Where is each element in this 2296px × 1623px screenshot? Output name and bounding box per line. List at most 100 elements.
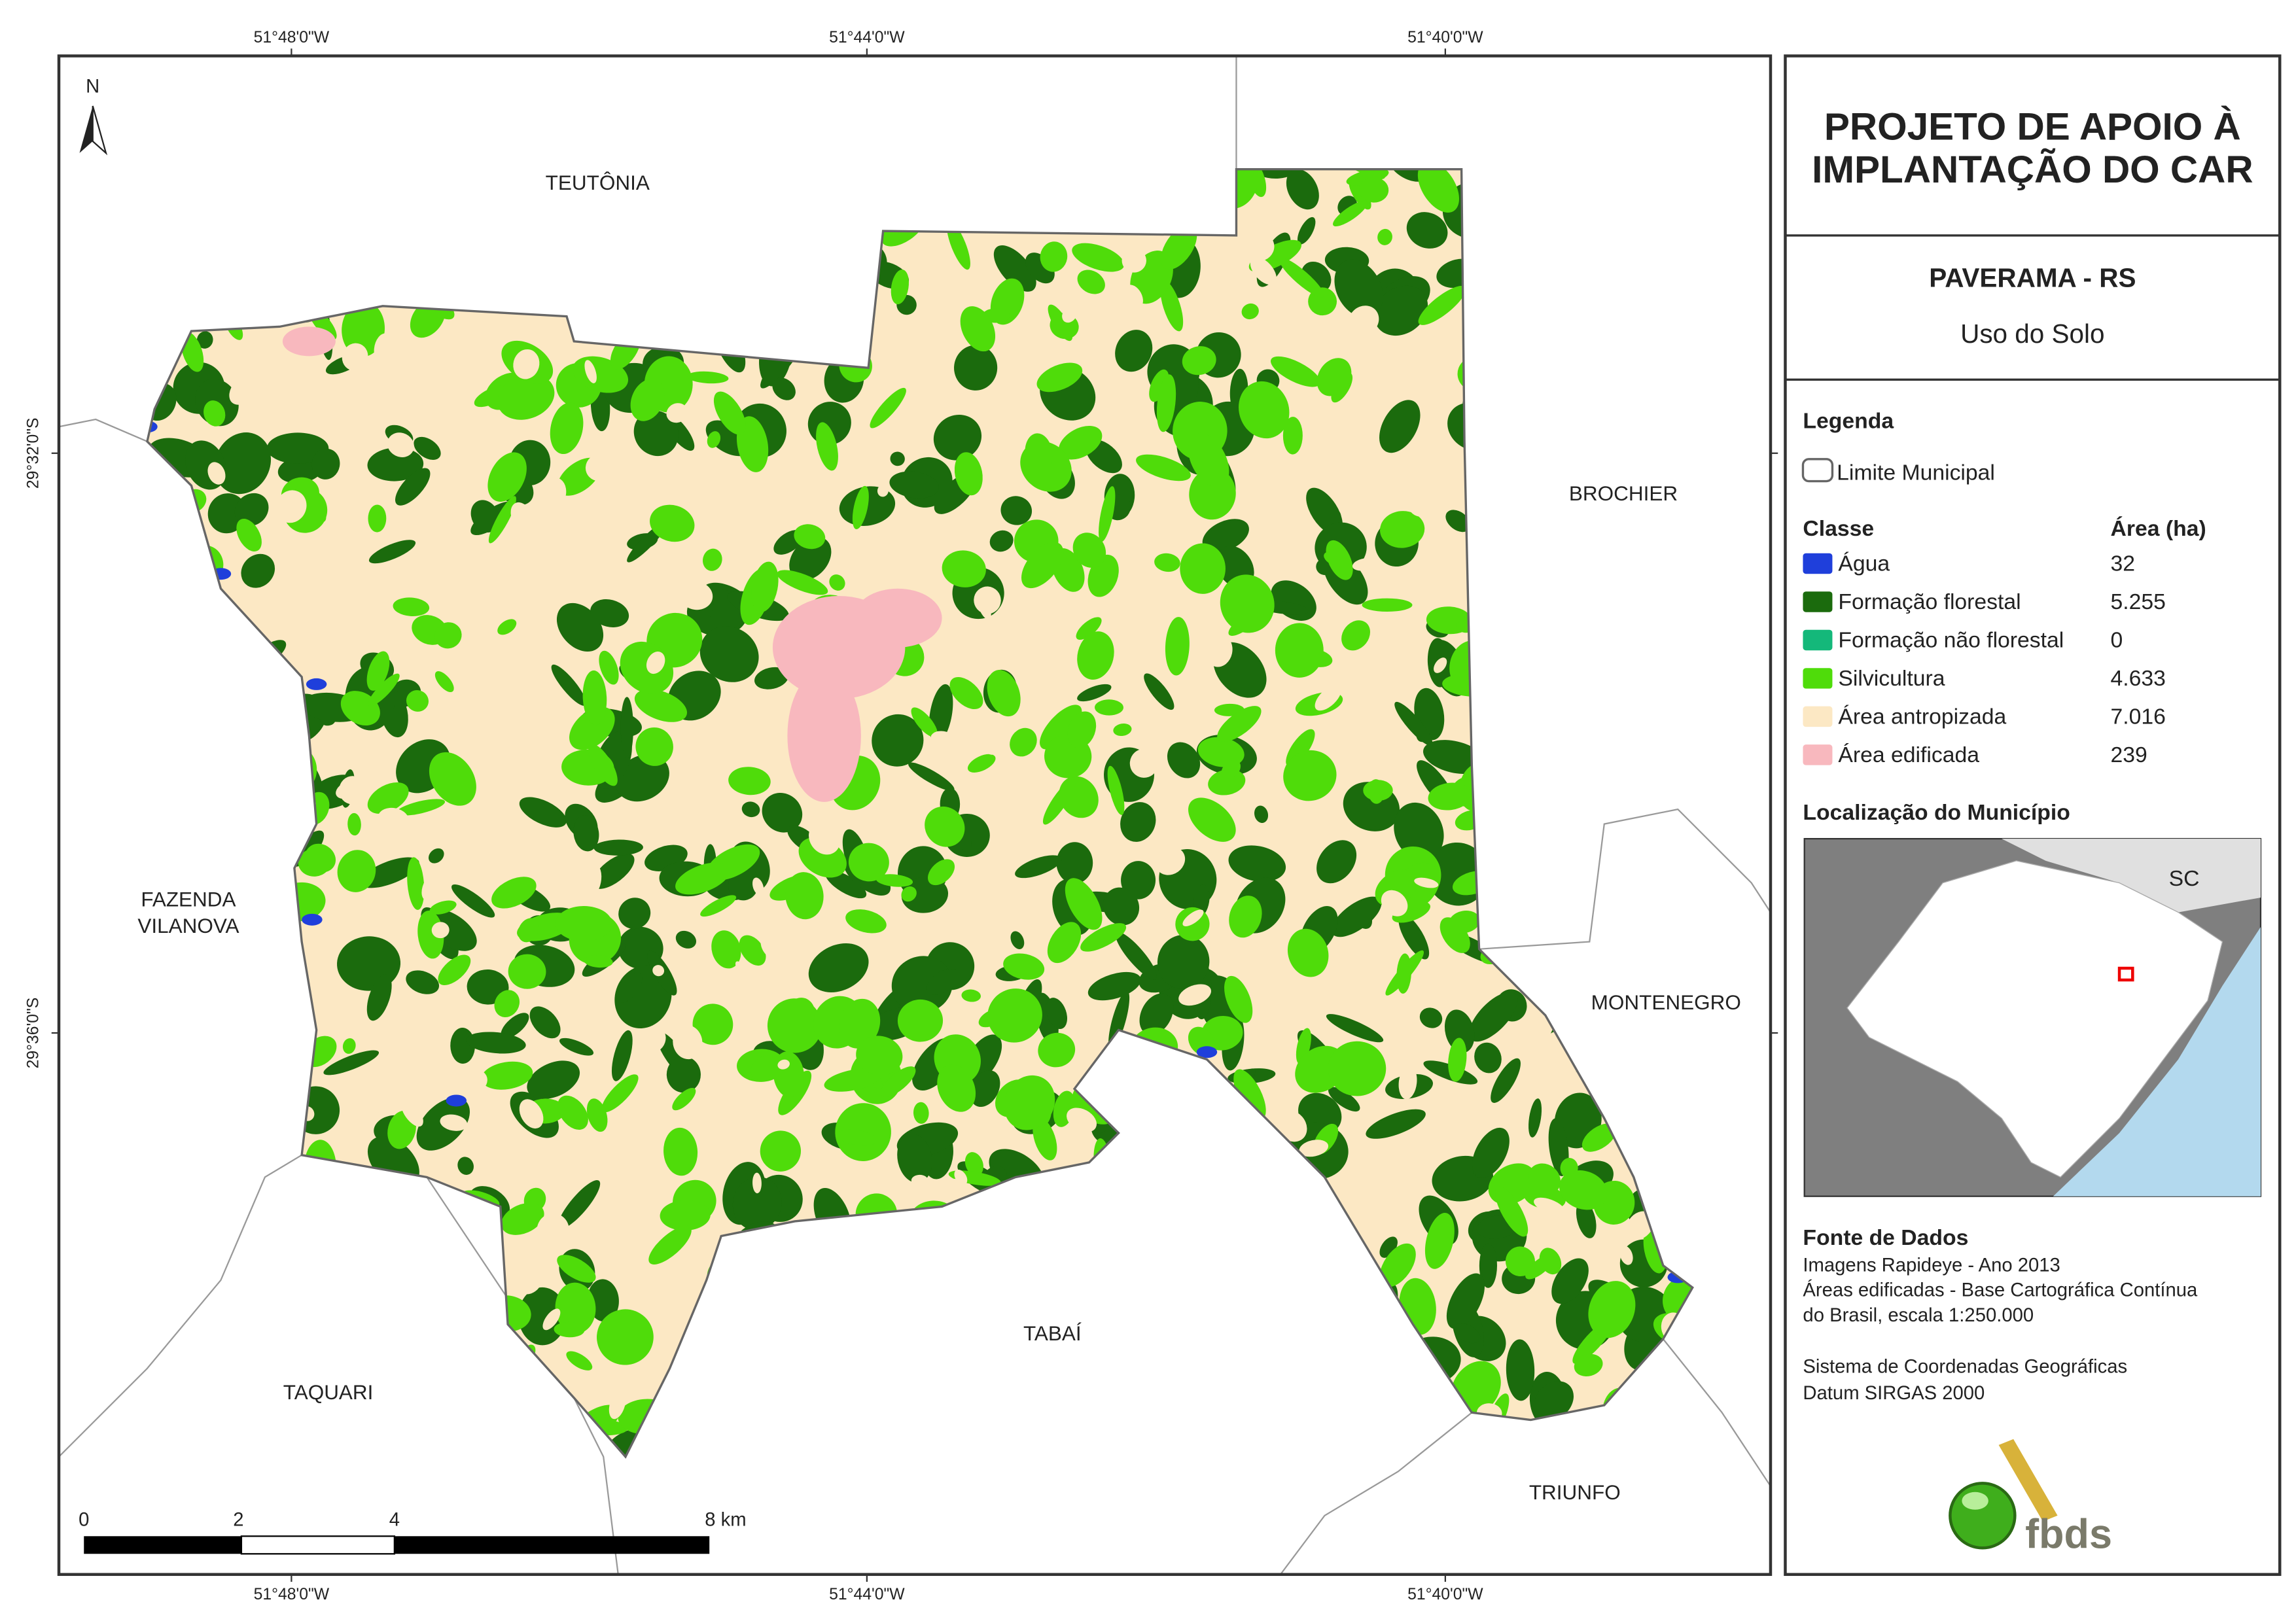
inset-ocean [2053,927,2261,1196]
place-label: BROCHIER [1569,481,1678,505]
land-use-patch [592,853,635,889]
land-use-patch [1139,714,1167,746]
land-use-patch [573,815,599,852]
land-use-patch [350,428,369,457]
inset-state [1846,860,2223,1178]
land-use-patch [395,468,431,506]
land-use-patch [1167,742,1201,778]
land-use-patch [741,801,760,818]
water-body [446,1094,467,1107]
legend-class: Formação não florestal [1838,628,2064,653]
land-use-patch [1491,1058,1521,1103]
land-use-patch [584,360,597,383]
land-use-patch [1428,782,1472,811]
land-use-patch [677,789,697,801]
land-use-patch [429,752,476,806]
urban-area [282,326,336,357]
legend-swatch [1803,591,1833,612]
land-use-patch [1221,759,1241,779]
boundary-line [59,1154,302,1457]
land-use-patch [1453,1323,1481,1344]
land-use-patch [466,1032,526,1054]
land-use-patch [1250,256,1277,285]
land-use-patch [816,422,838,471]
land-use-patch [488,496,516,544]
land-use-patch [497,374,555,420]
land-use-patch [457,1157,474,1175]
boundary-line [1280,1412,1473,1575]
land-use-patch [660,1200,711,1231]
land-use-patch [692,1003,733,1045]
land-use-patch [618,898,651,930]
land-use-patch [229,375,258,405]
land-use-patch [728,870,758,901]
land-use-patch [557,1255,596,1283]
land-use-patch [1377,228,1392,245]
land-use-patch [1246,233,1275,261]
land-use-patch [1581,1123,1617,1152]
land-use-patch [1328,1041,1386,1096]
land-use-patch [1306,487,1343,535]
land-use-patch [508,954,546,989]
land-use-patch [451,884,495,918]
land-use-patch [925,806,965,847]
land-use-patch [897,1134,932,1183]
legend-swatch [1803,706,1833,727]
land-use-patch [711,930,741,969]
land-use-patch [1279,258,1324,298]
land-use-patch [1275,623,1324,678]
land-use-patch [311,448,340,480]
land-use-patch [728,767,771,795]
land-use-patch [1588,1281,1636,1338]
longitude-label: 51°40'0"W [1407,29,1483,46]
place-label: VILANOVA [137,914,239,937]
place-label: TEUTÔNIA [546,171,650,194]
legend-class: Silvicultura [1838,666,1945,691]
logo-bar [1998,1439,2058,1522]
land-use-patch [1122,248,1146,273]
land-use-patch [1010,931,1025,949]
land-use-patch [630,379,665,421]
land-use-patch [1474,1042,1502,1073]
land-use-patch [1380,511,1425,548]
land-use-patch [1534,1381,1574,1421]
land-use-patch [1316,358,1352,396]
land-use-patch [1576,1200,1597,1238]
land-use-patch [1180,543,1226,594]
land-use-patch [1205,634,1233,667]
land-use-patch [599,650,619,685]
land-use-patch [1121,861,1156,899]
land-use-patch [1472,1127,1510,1178]
land-use-patch [1359,177,1389,203]
logo-text: fbds [2025,1511,2112,1557]
land-use-patch [754,667,789,689]
land-use-patch [897,999,944,1042]
land-use-patch [1299,1140,1329,1157]
place-label: TRIUNFO [1529,1480,1621,1504]
land-use-patch [1113,724,1132,737]
source-line: Imagens Rapideye - Ano 2013 [1803,1255,2060,1276]
land-use-patch [1551,1258,1589,1304]
land-use-patch [928,859,955,886]
land-use-patch [378,807,409,830]
land-use-patch [1233,1069,1266,1121]
land-use-patch [501,1013,529,1039]
land-use-patch [1099,486,1116,542]
land-use-patch [601,1074,639,1113]
land-use-patch [611,1030,633,1081]
land-use-patch [785,872,824,920]
land-use-patch [207,493,247,534]
land-use-patch [700,895,737,917]
land-use-patch [366,651,390,691]
land-use-patch [635,727,673,766]
land-use-patch [987,670,1021,717]
land-use-patch [1036,362,1083,393]
north-arrow-right [92,105,108,156]
scale-segment [240,1535,395,1555]
land-use-patch [387,432,414,457]
legend-boundary: Limite Municipal [1837,460,1995,485]
place-label: TABAÍ [1023,1321,1082,1345]
land-use-patch [739,935,766,966]
land-use-patch [1197,737,1245,767]
